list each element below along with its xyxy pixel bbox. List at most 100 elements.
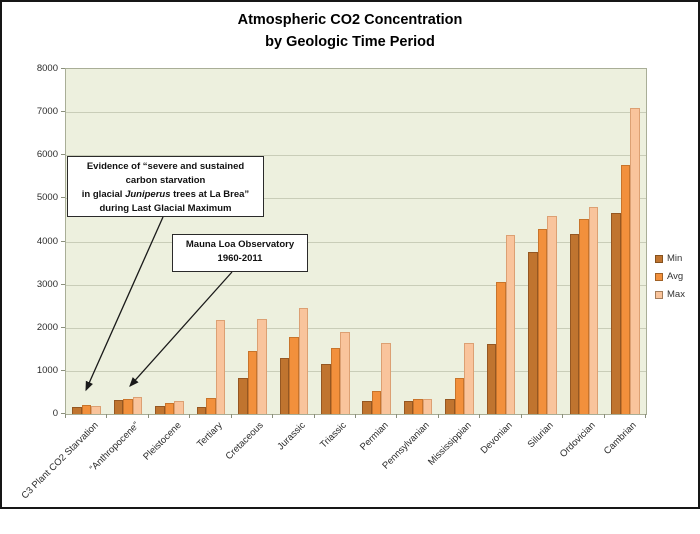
bar-max-9 bbox=[422, 399, 433, 414]
bar-max-4 bbox=[215, 320, 226, 414]
legend-swatch-icon bbox=[655, 254, 663, 263]
bar-avg-6 bbox=[289, 337, 299, 414]
bar-min-10 bbox=[445, 399, 455, 414]
y-axis-tick bbox=[61, 413, 65, 414]
bar-avg-5 bbox=[247, 351, 258, 414]
bar-max-5 bbox=[257, 319, 267, 414]
annotation-la-brea-line1: Evidence of “severe and sustained bbox=[86, 161, 245, 172]
annotation-text: trees at La Brea” bbox=[170, 189, 250, 201]
bar-min-8 bbox=[362, 401, 372, 414]
bar-max-6 bbox=[298, 308, 309, 414]
bar-avg-4 bbox=[206, 398, 216, 414]
y-axis-tick-label: 3000 bbox=[36, 278, 58, 290]
x-axis-tick bbox=[520, 414, 522, 418]
bar-max-11 bbox=[505, 235, 516, 414]
y-axis-tick bbox=[61, 154, 65, 156]
annotation-mauna-loa: Mauna Loa Observatory 1960-2011 bbox=[172, 234, 308, 272]
legend: Min Avg Max bbox=[655, 253, 685, 307]
bar-avg-1 bbox=[81, 404, 92, 414]
bar-max-10 bbox=[464, 342, 474, 414]
x-axis-tick bbox=[437, 414, 439, 418]
y-axis-tick bbox=[61, 326, 65, 328]
bar-min-11 bbox=[486, 344, 497, 414]
x-axis-tick bbox=[189, 414, 191, 418]
y-axis-tick bbox=[61, 369, 65, 371]
x-axis-tick bbox=[230, 414, 232, 418]
gridline bbox=[66, 241, 646, 243]
y-axis-tick bbox=[61, 197, 65, 199]
legend-label: Max bbox=[667, 289, 685, 300]
bar-min-12 bbox=[528, 252, 538, 414]
bar-min-2 bbox=[113, 400, 124, 414]
bar-avg-13 bbox=[579, 218, 589, 414]
legend-label: Avg bbox=[667, 271, 684, 282]
legend-swatch-icon bbox=[655, 290, 663, 299]
x-axis-tick bbox=[272, 414, 274, 418]
gridline bbox=[66, 112, 646, 114]
bar-avg-3 bbox=[164, 403, 175, 414]
legend-swatch-icon bbox=[655, 272, 663, 281]
bar-avg-12 bbox=[537, 228, 548, 414]
y-axis-tick bbox=[61, 111, 65, 113]
bar-min-9 bbox=[403, 400, 414, 414]
x-axis-tick bbox=[562, 414, 564, 418]
y-axis-tick-label: 2000 bbox=[36, 321, 58, 333]
bar-max-14 bbox=[630, 107, 640, 414]
x-axis-tick bbox=[313, 414, 315, 418]
chart-title-line2: by Geologic Time Period bbox=[265, 33, 435, 50]
legend-item-min: Min bbox=[655, 253, 685, 264]
bar-avg-9 bbox=[413, 398, 423, 414]
y-axis-tick bbox=[61, 283, 65, 285]
x-axis-tick bbox=[645, 414, 646, 418]
annotation-text-italic: Juniperus bbox=[125, 189, 171, 201]
y-axis-tick-label: 5000 bbox=[36, 192, 58, 204]
y-axis-tick-label: 6000 bbox=[36, 149, 58, 161]
bar-min-6 bbox=[279, 357, 290, 414]
bar-max-1 bbox=[91, 405, 101, 414]
bar-avg-10 bbox=[454, 378, 465, 414]
annotation-la-brea-line3: in glacial Juniperus trees at La Brea” bbox=[68, 188, 263, 202]
legend-label: Min bbox=[667, 253, 683, 264]
gridline bbox=[66, 370, 646, 372]
bar-min-7 bbox=[321, 363, 331, 414]
legend-item-max: Max bbox=[655, 289, 685, 300]
bar-avg-2 bbox=[123, 398, 133, 414]
bar-avg-14 bbox=[620, 164, 631, 414]
bar-avg-8 bbox=[371, 390, 382, 414]
gridline bbox=[66, 198, 646, 200]
annotation-text: in glacial bbox=[81, 189, 126, 201]
annotation-la-brea-line4: during Last Glacial Maximum bbox=[99, 203, 232, 215]
x-axis-tick bbox=[355, 414, 356, 418]
gridline bbox=[66, 155, 646, 157]
y-axis-tick-label: 1000 bbox=[36, 364, 58, 376]
legend-item-avg: Avg bbox=[655, 271, 685, 282]
annotation-mauna-loa-line2: 1960-2011 bbox=[217, 253, 263, 265]
x-axis-tick bbox=[396, 414, 398, 418]
annotation-la-brea: Evidence of “severe and sustained carbon… bbox=[67, 156, 264, 217]
bar-avg-11 bbox=[496, 282, 506, 414]
annotation-la-brea-line2: carbon starvation bbox=[125, 175, 206, 187]
bar-max-13 bbox=[588, 207, 599, 414]
bar-max-12 bbox=[547, 215, 557, 414]
bar-min-1 bbox=[72, 407, 82, 414]
bar-min-14 bbox=[611, 213, 621, 414]
plot-area bbox=[65, 68, 647, 415]
y-axis-tick-label: 7000 bbox=[36, 106, 58, 118]
x-axis-tick bbox=[106, 414, 108, 418]
gridline bbox=[66, 284, 646, 286]
x-axis-tick bbox=[603, 414, 605, 418]
y-axis-tick bbox=[61, 240, 65, 242]
y-axis-tick-label: 4000 bbox=[36, 235, 58, 247]
bar-max-2 bbox=[132, 397, 143, 414]
y-axis-tick bbox=[61, 68, 65, 69]
y-axis-tick-label: 0 bbox=[52, 408, 58, 419]
y-axis-tick-label: 8000 bbox=[36, 63, 58, 74]
gridline bbox=[66, 327, 646, 329]
bar-avg-7 bbox=[330, 348, 341, 414]
bar-min-5 bbox=[238, 378, 248, 414]
bar-max-3 bbox=[174, 400, 184, 414]
x-axis-tick bbox=[147, 414, 149, 418]
annotation-mauna-loa-line1: Mauna Loa Observatory bbox=[185, 239, 295, 250]
chart-title-line1: Atmospheric CO2 Concentration bbox=[237, 12, 463, 28]
chart-title: Atmospheric CO2 Concentration by Geologi… bbox=[0, 10, 700, 54]
